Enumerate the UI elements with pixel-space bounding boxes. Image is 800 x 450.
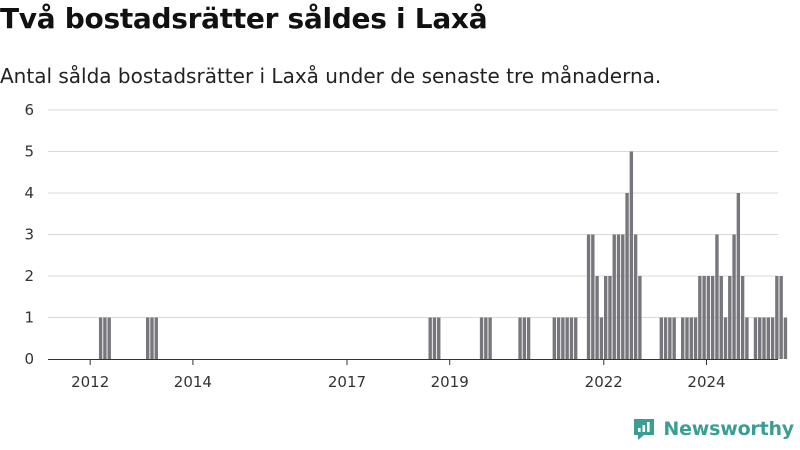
x-tick-label: 2017 — [328, 373, 366, 391]
x-tick-label: 2022 — [585, 373, 623, 391]
bar — [753, 317, 758, 359]
bar — [625, 193, 629, 359]
bar — [479, 317, 484, 359]
x-tick-label: 2014 — [174, 373, 212, 391]
bar — [723, 317, 728, 359]
bar — [775, 276, 779, 359]
bar — [586, 234, 591, 359]
newsworthy-logo-icon — [634, 419, 655, 440]
y-tick-label: 4 — [24, 184, 34, 202]
bar — [591, 234, 595, 359]
bar — [770, 317, 775, 359]
x-tick-label: 2019 — [431, 373, 469, 391]
bar — [685, 317, 689, 359]
bar — [728, 276, 732, 359]
bar — [432, 317, 437, 359]
bar — [484, 317, 488, 359]
bar — [154, 317, 158, 359]
bar — [719, 276, 723, 359]
bar — [706, 276, 711, 359]
bar-chart: 01234562201220142017201920222024 — [24, 101, 788, 391]
bar — [428, 317, 432, 359]
y-tick-label: 0 — [24, 350, 34, 368]
bar — [98, 317, 103, 359]
y-tick-label: 1 — [24, 309, 34, 327]
bar — [518, 317, 522, 359]
bar — [758, 317, 762, 359]
y-tick-label: 5 — [24, 143, 34, 161]
bar — [740, 276, 745, 359]
bar — [745, 317, 749, 359]
y-tick-label: 6 — [24, 101, 34, 119]
bar — [488, 317, 492, 359]
bar — [437, 317, 441, 359]
bar — [659, 317, 663, 359]
chart-subtitle: Antal sålda bostadsrätter i Laxå under d… — [0, 64, 662, 88]
bar — [522, 317, 527, 359]
bar — [574, 317, 578, 359]
bar — [103, 317, 107, 359]
bar — [629, 151, 634, 359]
bar — [569, 317, 574, 359]
newsworthy-logo-text: Newsworthy — [663, 418, 794, 440]
bar — [693, 317, 698, 359]
x-tick-label: 2012 — [71, 373, 109, 391]
bar — [526, 317, 531, 359]
bar — [621, 234, 625, 359]
bar — [552, 317, 556, 359]
bar — [633, 234, 638, 359]
bar — [710, 276, 715, 359]
bar — [608, 276, 612, 359]
bar — [107, 317, 111, 359]
chart-title: Två bostadsrätter såldes i Laxå — [0, 2, 488, 35]
bar — [698, 276, 702, 359]
bar — [150, 317, 154, 359]
bar — [616, 234, 621, 359]
bar — [556, 317, 561, 359]
x-tick-label: 2024 — [687, 373, 725, 391]
bar — [762, 317, 766, 359]
bar — [681, 317, 685, 359]
bar — [668, 317, 672, 359]
bar — [672, 317, 676, 359]
bar — [565, 317, 569, 359]
bar — [689, 317, 693, 359]
bar — [779, 276, 783, 359]
bar — [612, 234, 616, 359]
bar — [766, 317, 770, 359]
bar — [702, 276, 706, 359]
bar — [715, 234, 719, 359]
bar — [663, 317, 668, 359]
bar — [603, 276, 608, 359]
y-tick-label: 3 — [24, 226, 34, 244]
y-tick-label: 2 — [24, 267, 34, 285]
newsworthy-logo: Newsworthy — [631, 414, 794, 444]
bar — [146, 317, 150, 359]
bar — [561, 317, 565, 359]
bar — [638, 276, 642, 359]
bar — [736, 193, 741, 359]
bar — [783, 317, 788, 359]
bar — [599, 317, 604, 359]
bar — [595, 276, 599, 359]
bar — [732, 234, 736, 359]
